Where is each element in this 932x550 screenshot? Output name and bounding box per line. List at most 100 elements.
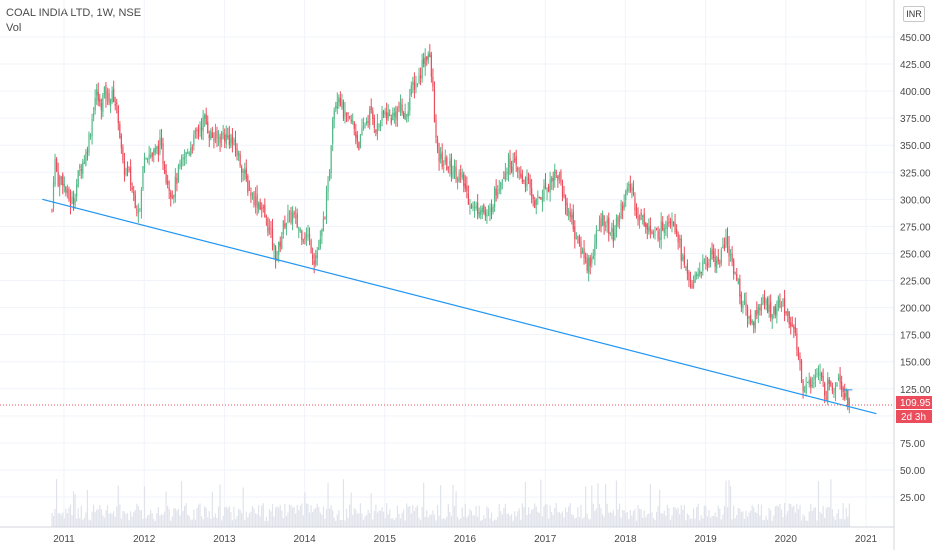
candle-body <box>57 171 59 186</box>
candle-body <box>153 149 155 156</box>
volume-bar <box>310 505 312 527</box>
volume-bar <box>466 517 468 527</box>
volume-bar <box>677 507 679 527</box>
volume-bar <box>315 508 317 527</box>
volume-bar <box>640 509 642 527</box>
candle-body <box>507 155 510 175</box>
candle-body <box>763 297 766 304</box>
candle-body <box>521 174 523 183</box>
volume-bar <box>506 513 508 527</box>
candle-body <box>714 256 716 267</box>
candle-body <box>629 184 631 192</box>
candle-body <box>409 98 411 111</box>
volume-bar <box>285 516 288 527</box>
candle-body <box>386 112 388 121</box>
candle-body <box>767 298 769 313</box>
volume-bar <box>552 514 554 527</box>
volume-bar <box>338 510 340 527</box>
volume-bar <box>824 517 826 527</box>
volume-bar <box>256 514 258 527</box>
volume-bar <box>261 505 263 527</box>
candle-body <box>142 166 144 189</box>
candle-body <box>390 117 392 124</box>
volume-bar <box>180 481 183 527</box>
volume-bar <box>60 514 62 527</box>
candle-body <box>580 242 582 255</box>
last-price-tag-bg <box>896 396 932 409</box>
candle-body <box>839 374 841 384</box>
volume-bar <box>440 485 442 527</box>
volume-bar <box>544 504 547 527</box>
volume-bar <box>139 509 141 527</box>
candle-body <box>332 119 334 144</box>
candle-body <box>554 169 556 180</box>
volume-bar <box>611 512 613 527</box>
candle-body <box>793 326 795 329</box>
volume-bar <box>563 517 565 527</box>
volume-bar <box>342 479 345 527</box>
volume-bar <box>571 514 573 527</box>
candle-body <box>287 214 289 223</box>
candle-body <box>785 311 787 314</box>
y-tick-label: 50.00 <box>900 466 925 477</box>
volume-bar <box>757 504 759 527</box>
candle-body <box>137 211 139 214</box>
candle-body <box>820 373 823 378</box>
volume-bar <box>369 512 371 527</box>
volume-bar <box>76 518 78 527</box>
candle-body <box>126 165 129 168</box>
candle-body <box>59 176 61 187</box>
volume-bar <box>389 509 391 527</box>
volume-bar <box>524 481 527 527</box>
volume-bar <box>649 483 651 527</box>
volume-bar <box>629 510 631 527</box>
volume-bar <box>376 512 378 527</box>
candle-body <box>308 234 311 238</box>
candle-body <box>594 243 596 256</box>
volume-bar <box>655 511 658 527</box>
candle-body <box>671 219 673 226</box>
volume-bar <box>469 509 471 527</box>
volume-bar <box>179 515 181 527</box>
candle-body <box>435 119 437 138</box>
candle-body <box>802 380 804 392</box>
candle-body <box>173 194 175 199</box>
candle-body <box>436 139 439 150</box>
currency-button[interactable]: INR <box>903 6 925 22</box>
candle-body <box>700 271 702 274</box>
candle-body <box>68 189 70 200</box>
volume-bar <box>768 507 770 527</box>
candle-body <box>205 114 207 124</box>
volume-bar <box>660 513 662 527</box>
candle-body <box>389 114 391 116</box>
volume-bar <box>426 509 428 527</box>
volume-bar <box>763 519 766 527</box>
candle-body <box>347 112 349 114</box>
volume-indicator-label[interactable]: Vol <box>6 22 22 34</box>
volume-bar <box>160 514 163 527</box>
volume-bar <box>501 514 503 527</box>
volume-bar <box>504 503 507 527</box>
trendline-layer[interactable] <box>42 198 877 415</box>
volume-bar <box>170 520 172 527</box>
volume-bar <box>65 508 67 527</box>
support-trendline[interactable] <box>42 198 877 415</box>
volume-bar <box>349 504 351 527</box>
volume-bar <box>449 511 451 527</box>
volume-bar <box>692 508 695 527</box>
volume-bar <box>799 504 801 527</box>
candle-body <box>151 153 153 157</box>
candle-body <box>646 224 648 230</box>
volume-bar <box>685 520 687 527</box>
candle-body <box>88 134 90 153</box>
volume-bar <box>800 520 803 527</box>
candle-body <box>682 257 684 259</box>
candle-body <box>773 306 775 314</box>
volume-bar <box>689 518 692 527</box>
volume-bar <box>137 505 139 527</box>
candle-body <box>241 167 243 173</box>
volume-bar <box>782 517 784 527</box>
countdown-tag: 2d 3h <box>901 412 926 423</box>
volume-bar <box>265 516 267 527</box>
